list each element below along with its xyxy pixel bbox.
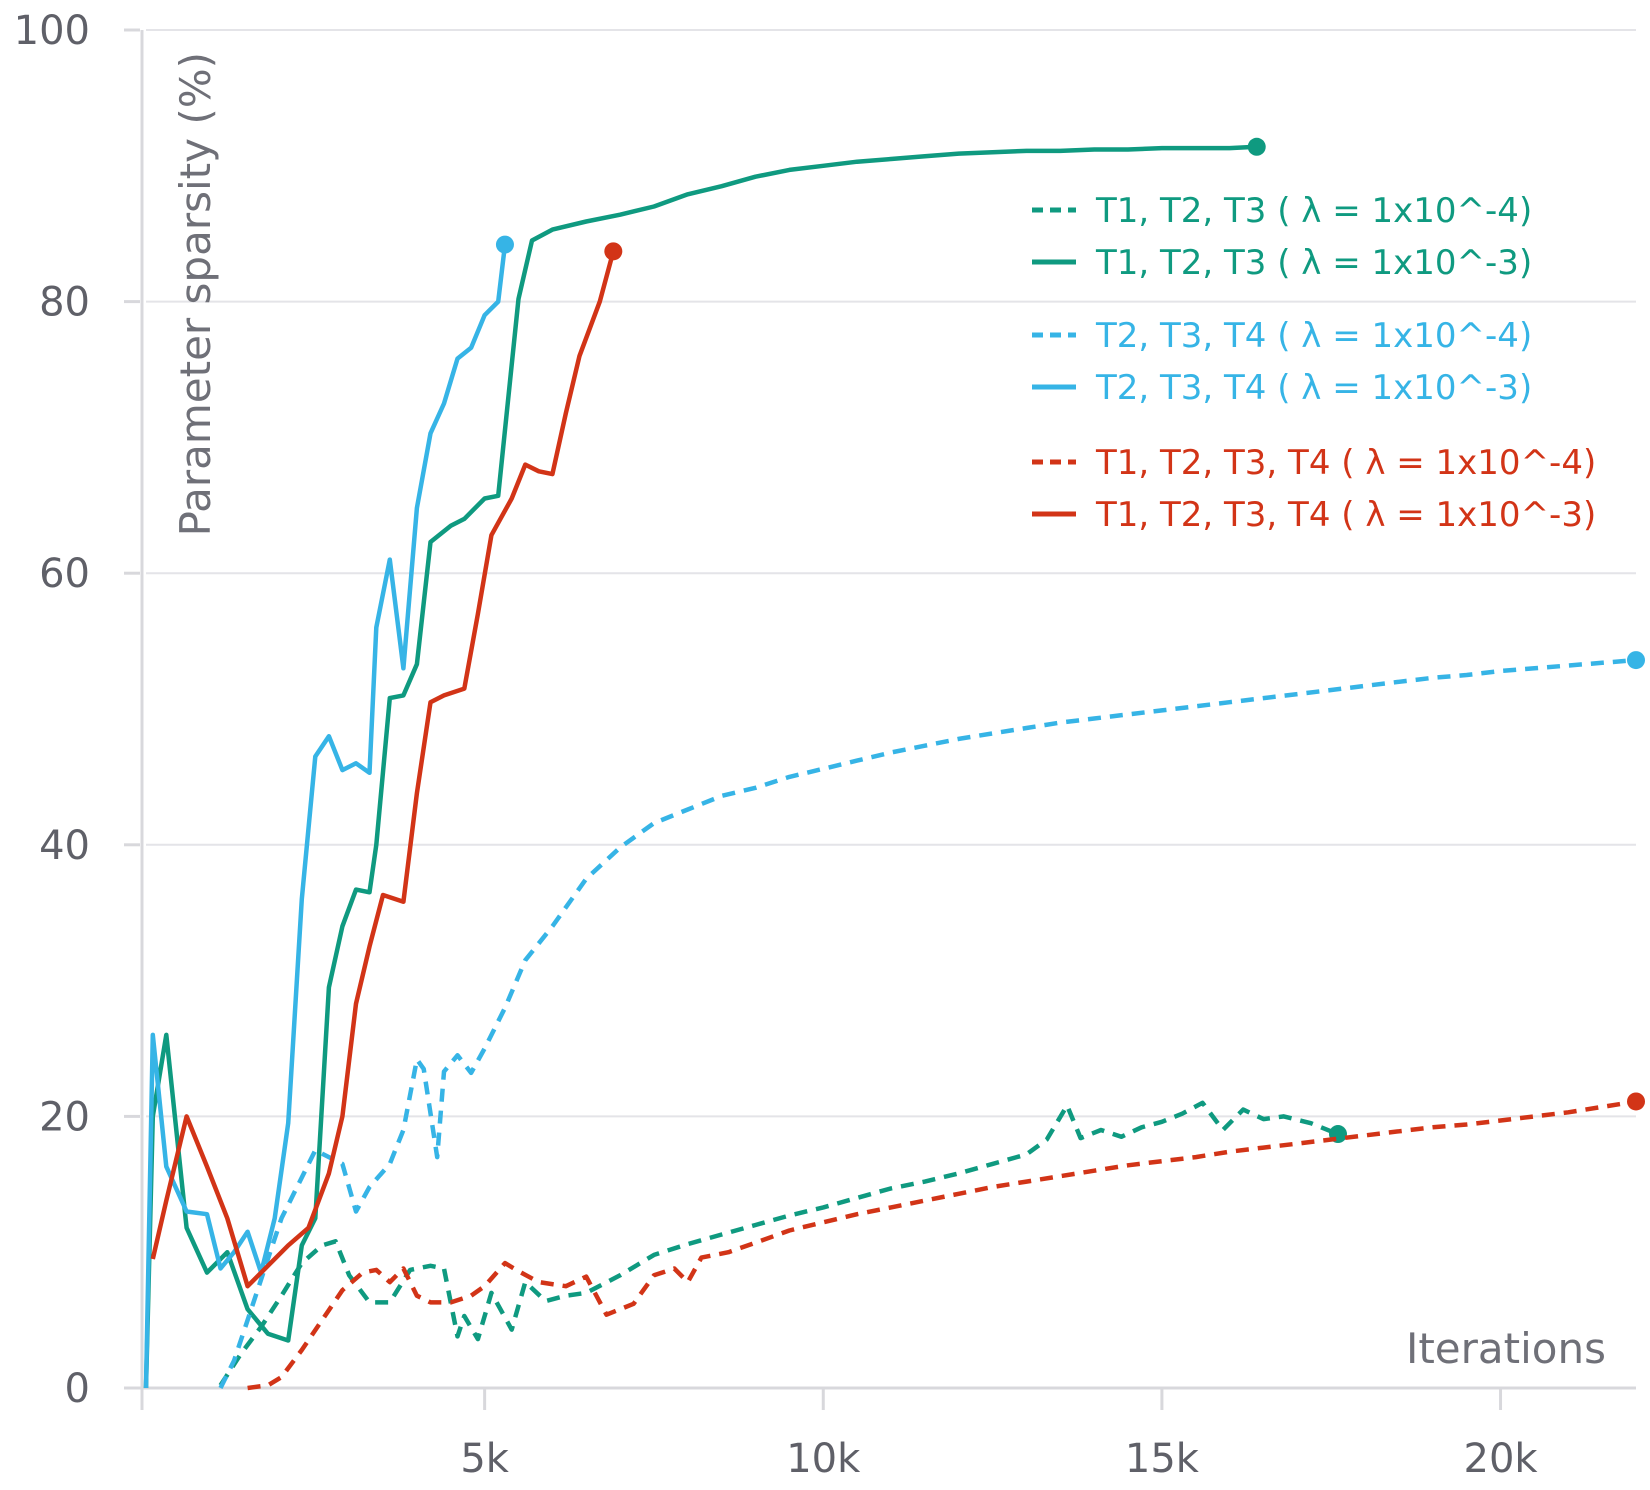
series-line-6: [150, 250, 616, 1289]
series-end-marker-2: [1247, 137, 1266, 156]
x-tick-labels: 5k 10k 15k 20k: [460, 1436, 1538, 1482]
series-line-3: [218, 657, 1637, 1390]
series-end-marker-3: [1627, 651, 1645, 670]
y-tick-label: 40: [39, 823, 90, 869]
legend-label: T1, T2, T3 ( λ = 1x10^-3): [1095, 243, 1532, 283]
legend-label: T1, T2, T3 ( λ = 1x10^-4): [1095, 191, 1532, 231]
legend-label: T2, T3, T4 ( λ = 1x10^-4): [1095, 316, 1532, 356]
series-line-2: [143, 144, 1257, 1389]
x-tick-label: 20k: [1464, 1436, 1539, 1482]
series-group: [143, 137, 1645, 1391]
series-end-marker-5: [1627, 1092, 1645, 1111]
y-tick-label: 0: [65, 1366, 90, 1412]
series-line-5: [247, 1099, 1637, 1391]
y-tick-label: 80: [39, 280, 90, 326]
legend: T1, T2, T3 ( λ = 1x10^-4) T1, T2, T3 ( λ …: [1032, 191, 1596, 535]
y-tick-label: 100: [14, 8, 90, 54]
series-end-marker-6: [604, 242, 623, 261]
legend-label: T1, T2, T3, T4 ( λ = 1x10^-3): [1095, 495, 1596, 535]
y-tick-labels: 0 20 40 60 80 100: [14, 8, 90, 1412]
series-line-4: [143, 244, 508, 1389]
x-axis-title: Iterations: [1406, 1324, 1606, 1373]
y-axis-title: Parameter sparsity (%): [171, 52, 220, 536]
legend-label: T2, T3, T4 ( λ = 1x10^-3): [1095, 368, 1532, 408]
x-tick-label: 10k: [786, 1436, 861, 1482]
y-tick-label: 20: [39, 1094, 90, 1140]
series-end-marker-4: [495, 235, 514, 254]
series-line-1: [218, 1100, 1339, 1387]
x-tick-label: 5k: [460, 1436, 509, 1482]
x-tick-label: 15k: [1125, 1436, 1200, 1482]
y-tick-label: 60: [39, 551, 90, 597]
axes: [124, 28, 1636, 1410]
grid-lines: [146, 29, 1636, 1118]
legend-label: T1, T2, T3, T4 ( λ = 1x10^-4): [1095, 443, 1596, 483]
